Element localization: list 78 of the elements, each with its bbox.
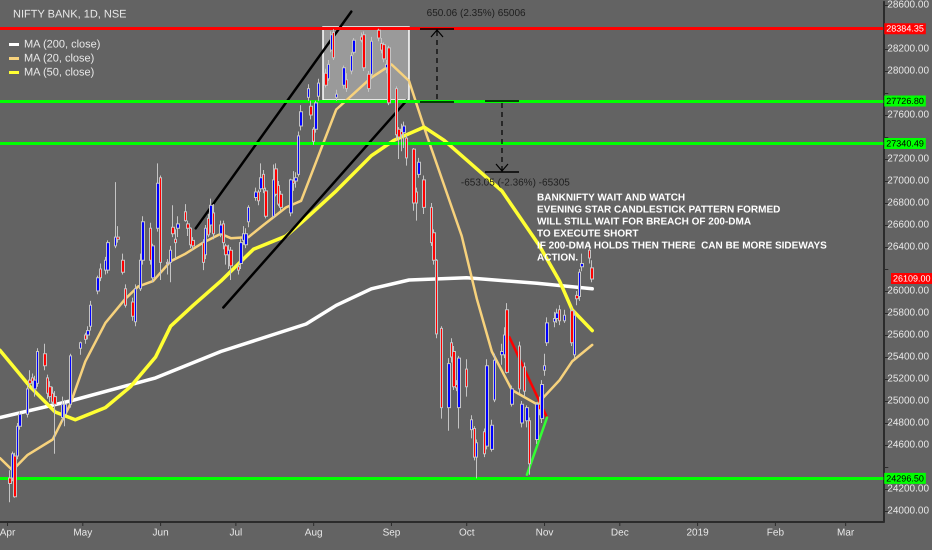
- y-tick-label: 25200.00: [887, 374, 930, 384]
- text: 26109.00: [893, 274, 931, 284]
- x-tick-label: Jun: [152, 528, 169, 538]
- candlestick: [573, 310, 576, 359]
- x-tick-label: Mar: [837, 528, 855, 538]
- y-tick-label: 24200.00: [887, 484, 930, 494]
- y-tick-label: 24600.00: [887, 440, 930, 450]
- y-tick-label: 28600.00: [887, 0, 930, 10]
- candlestick: [69, 353, 72, 408]
- legend-label: MA (20, close): [24, 52, 94, 64]
- y-tick-label: 26800.00: [887, 198, 930, 208]
- candlestick: [543, 353, 546, 376]
- candlestick: [342, 65, 346, 90]
- annotation: 650.06 (2.35%) 65006: [426, 8, 526, 20]
- y-tick-label: 26000.00: [887, 286, 930, 296]
- y-tick-label: 25000.00: [887, 396, 930, 406]
- x-tick-label: May: [73, 528, 92, 538]
- x-tick-label: Nov: [536, 528, 554, 538]
- candlestick: [518, 341, 521, 394]
- candlestick: [46, 374, 49, 400]
- candlestick: [493, 353, 496, 403]
- y-tick-label: 24800.00: [887, 418, 930, 428]
- candlestick: [555, 308, 559, 324]
- candlestick: [53, 390, 57, 454]
- candlestick: [422, 175, 426, 214]
- candlestick: [114, 182, 117, 249]
- legend-label: MA (200, close): [24, 38, 100, 50]
- ref-line-label: 28384.35: [886, 24, 924, 34]
- text: NIFTY BANK, 1D, NSE: [13, 8, 126, 20]
- candlestick: [229, 246, 233, 280]
- x-tick-label: 2019: [686, 528, 710, 538]
- x-tick-label: Jul: [229, 528, 242, 538]
- candlestick: [440, 326, 443, 420]
- y-tick-label: 28000.00: [887, 66, 930, 76]
- y-tick-label: 25800.00: [887, 308, 930, 318]
- candlestick: [335, 89, 338, 102]
- candlestick: [523, 362, 526, 398]
- candlestick: [106, 240, 110, 274]
- y-tick-label: 25600.00: [887, 330, 930, 340]
- ref-line-label: 27726.80: [886, 96, 924, 106]
- candlestick: [43, 343, 47, 371]
- x-tick-label: Aug: [304, 528, 323, 538]
- candlestick: [317, 78, 320, 102]
- y-tick-label: 28200.00: [887, 44, 930, 54]
- candlestick: [64, 399, 67, 427]
- y-tick-label: 27000.00: [887, 176, 930, 186]
- x-tick-label: Feb: [766, 528, 784, 538]
- y-tick-label: 26400.00: [887, 242, 930, 252]
- ref-line-label: 24296.50: [886, 473, 924, 484]
- candlestick: [61, 396, 64, 422]
- candlestick: [307, 84, 310, 102]
- candlestick: [272, 164, 275, 219]
- candlestick: [79, 341, 82, 356]
- legend-label: MA (50, close): [24, 66, 94, 78]
- candlestick: [169, 245, 172, 283]
- candlestick: [134, 284, 137, 327]
- y-tick-label: 25400.00: [887, 352, 930, 362]
- x-tick-label: Sep: [382, 528, 401, 538]
- candlestick: [465, 358, 468, 398]
- candlestick: [299, 104, 303, 131]
- candlestick: [247, 204, 250, 228]
- x-tick-label: Oct: [458, 528, 475, 538]
- x-tick-label: Apr: [0, 528, 16, 538]
- candlestick: [553, 311, 556, 328]
- line-series: [0, 276, 594, 420]
- y-tick-label: 27600.00: [887, 110, 930, 120]
- candlestick: [254, 187, 258, 202]
- y-tick-label: 26600.00: [887, 220, 930, 230]
- candlestick: [510, 385, 514, 407]
- candlestick: [563, 309, 566, 324]
- y-tick-label: 24000.00: [887, 506, 930, 516]
- x-tick-label: Dec: [610, 528, 629, 538]
- candlestick: [124, 284, 127, 308]
- candlestick: [558, 304, 561, 326]
- ref-line-label: 27340.49: [886, 138, 924, 149]
- candlestick: [121, 253, 125, 275]
- candlestick: [545, 316, 549, 346]
- y-tick-label: 27200.00: [887, 154, 930, 164]
